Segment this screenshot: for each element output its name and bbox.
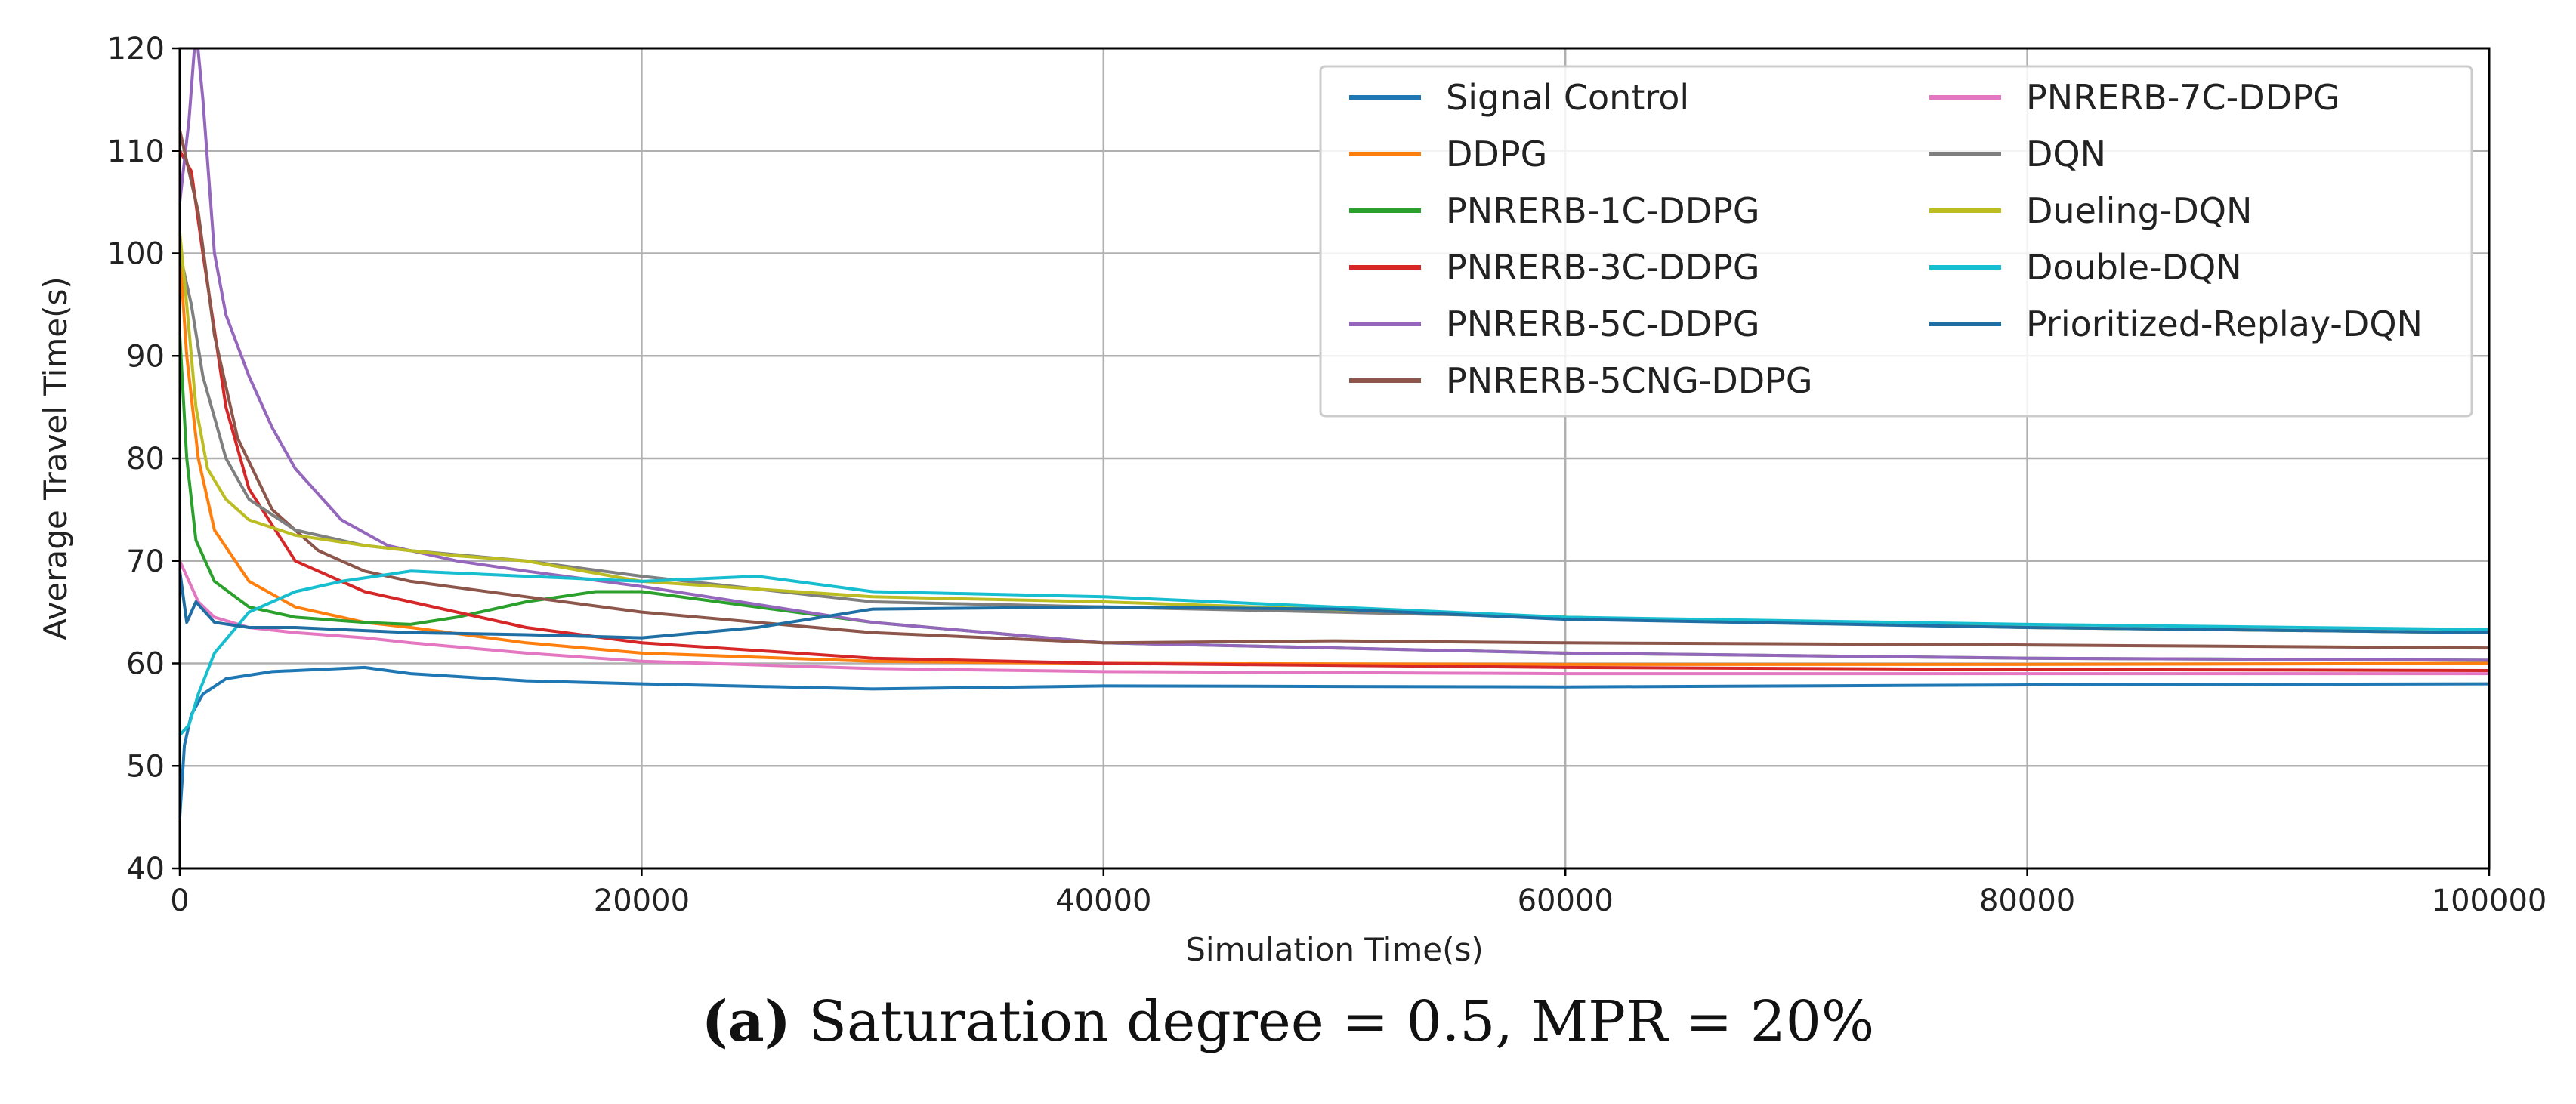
x-tick-label: 60000: [1518, 884, 1614, 918]
legend-label: PNRERB-1C-DDPG: [1446, 190, 1760, 231]
series-lines: [180, 48, 2489, 818]
x-axis-label: Simulation Time(s): [1185, 931, 1484, 968]
y-tick-label: 100: [107, 237, 165, 272]
x-tick-label: 40000: [1055, 884, 1151, 918]
legend-label: PNRERB-3C-DDPG: [1446, 247, 1760, 288]
series-line-ddpg: [180, 253, 2489, 666]
y-axis-label: Average Travel Time(s): [37, 276, 74, 640]
legend: Signal Control DDPG PNRERB-1C-DDPG PNRERB-3…: [1319, 65, 2473, 418]
y-tick-label: 40: [126, 852, 165, 887]
series-line-signal-control: [180, 665, 2489, 818]
legend-label: DQN: [2026, 134, 2106, 174]
x-tick-label: 0: [170, 884, 189, 918]
caption-label: (a): [701, 989, 791, 1054]
caption-text: Saturation degree = 0.5, MPR = 20%: [790, 989, 1875, 1054]
legend-label: PNRERB-5C-DDPG: [1446, 304, 1760, 344]
legend-label: Dueling-DQN: [2026, 190, 2252, 231]
legend-label: Prioritized-Replay-DQN: [2026, 304, 2423, 344]
y-tick-label: 110: [107, 134, 165, 169]
legend-box: [1319, 65, 2473, 418]
x-tick-label: 20000: [594, 884, 690, 918]
y-tick-label: 90: [126, 339, 165, 374]
axis-ticks: 0 20000 40000 60000 80000 100000 40 50 60 70 80 90 1…: [107, 32, 2547, 918]
x-tick-label: 80000: [1979, 884, 2075, 918]
y-tick-label: 70: [126, 544, 165, 579]
series-line-pnrerb-5cng-ddpg: [180, 130, 2489, 650]
line-chart: 0 20000 40000 60000 80000 100000 40 50 60 70 80 90 1…: [37, 32, 2547, 968]
y-tick-label: 120: [107, 32, 165, 66]
series-line-pnrerb-7c-ddpg: [180, 560, 2489, 676]
legend-label: PNRERB-5CNG-DDPG: [1446, 360, 1813, 401]
x-tick-label: 100000: [2432, 884, 2547, 918]
legend-label: PNRERB-7C-DDPG: [2026, 77, 2340, 118]
series-line-double-dqn: [180, 569, 2489, 736]
series-line-prioritized-replay-dqn: [180, 571, 2489, 640]
legend-label: DDPG: [1446, 134, 1547, 174]
figure-caption: (a) Saturation degree = 0.5, MPR = 20%: [0, 989, 2576, 1054]
y-tick-label: 60: [126, 647, 165, 682]
legend-label: Signal Control: [1446, 77, 1689, 118]
y-tick-label: 80: [126, 442, 165, 476]
legend-label: Double-DQN: [2026, 247, 2242, 288]
legend-items: Signal Control DDPG PNRERB-1C-DDPG PNRERB-3…: [1349, 77, 2423, 401]
y-tick-label: 50: [126, 749, 165, 784]
